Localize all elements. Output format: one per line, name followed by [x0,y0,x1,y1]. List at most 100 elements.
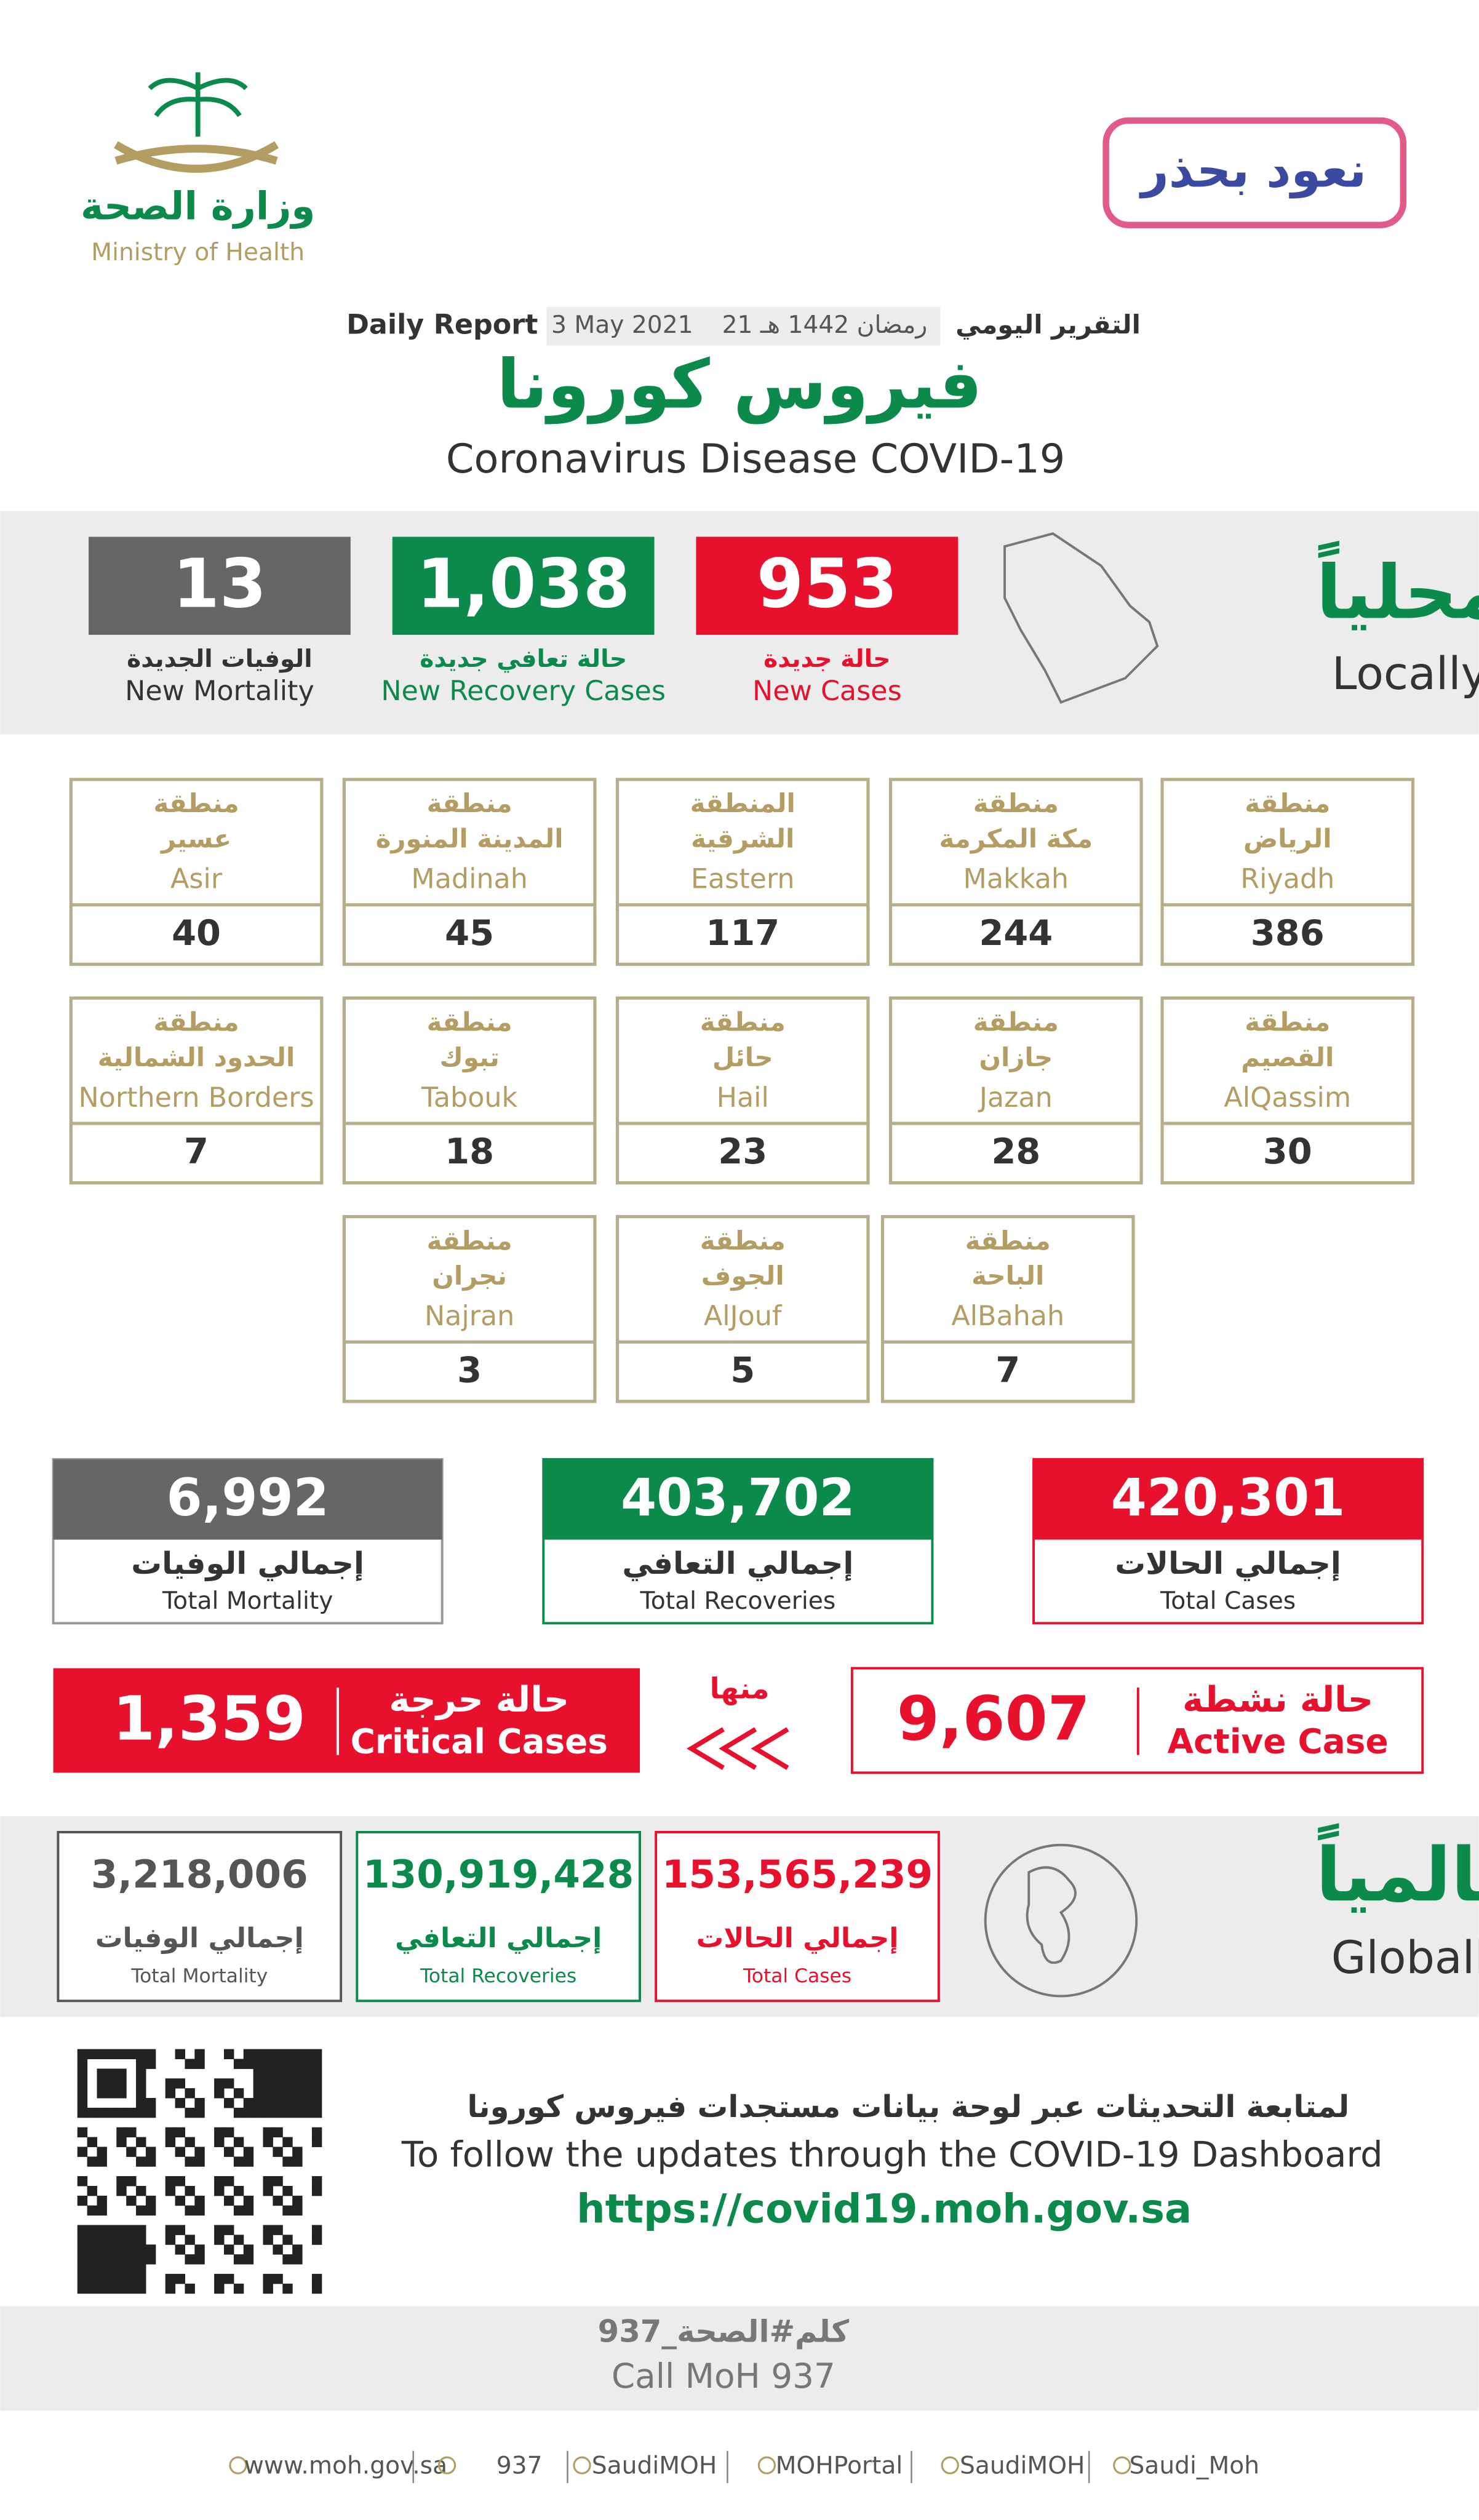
qr-cell [126,2107,137,2118]
qr-cell [223,2098,234,2108]
title-en: Coronavirus Disease COVID-19 [446,436,1065,482]
qr-cell [214,2185,225,2196]
qr-cell [77,2068,88,2079]
qr-cell [136,2185,146,2196]
qr-cell [311,2235,322,2245]
qr-cell [165,2235,176,2245]
qr-cell [311,2185,322,2196]
qr-cell [77,2059,88,2069]
critical-label-en: Critical Cases [351,1721,608,1761]
qr-cell [136,2273,146,2284]
region-box [342,996,597,1185]
footer-icon [573,2456,591,2474]
qr-cell [136,2107,146,2118]
qr-cell [106,2235,117,2245]
qr-cell [263,2107,273,2118]
qr-cell [145,2098,156,2108]
region-name-en: AlQassim [1224,1082,1351,1114]
qr-cell [282,2098,293,2108]
qr-cell [175,2225,185,2235]
global-label-en: Total Recoveries [420,1965,576,1987]
qr-cell [282,2185,293,2196]
global-label-ar: إجمالي الحالات [696,1923,899,1954]
qr-cell [77,2176,88,2187]
qr-cell [175,2244,185,2255]
total-label-ar: إجمالي الوفيات [131,1545,364,1582]
region-value: 5 [730,1349,755,1390]
region-name-en: Eastern [691,864,795,895]
date-box [546,306,941,346]
footer-link: Saudi_Moh [1129,2452,1259,2479]
qr-cell [311,2225,322,2235]
qr-cell [273,2107,283,2118]
region-name-ar: حائل [712,1042,773,1072]
qr-cell [175,2127,185,2138]
qr-cell [282,2068,293,2079]
qr-cell [87,2244,98,2255]
total-label-en: Total Mortality [162,1587,333,1615]
qr-cell [116,2137,127,2147]
region-box [615,1214,870,1403]
qr-cell [311,2127,322,2138]
dashboard-ar: لمتابعة التحديثات عبر لوحة بيانات مستجدا… [467,2089,1349,2125]
qr-cell [97,2283,107,2294]
qr-cell [116,2264,127,2275]
qr-cell [175,2176,185,2187]
footer-link: SaudiMOH [592,2452,717,2479]
qr-cell [282,2107,293,2118]
stat-box [89,536,351,635]
qr-cell [77,2195,88,2206]
qr-cell [136,2283,146,2294]
qr-cell [165,2078,176,2089]
region-value: 3 [457,1349,482,1390]
qr-cell [263,2078,273,2089]
region-prefix: منطقة [427,1226,512,1256]
title-ar: فيروس كورونا [497,345,983,424]
qr-cell [87,2137,98,2147]
qr-cell [136,2235,146,2245]
qr-cell [145,2205,156,2216]
qr-cell [126,2273,137,2284]
qr-cell [233,2283,244,2294]
qr-cell [282,2254,293,2265]
qr-cell [97,2254,107,2265]
qr-cell [126,2176,137,2187]
critical-label-ar: حالة حرجة [389,1679,569,1720]
qr-cell [243,2107,254,2118]
qr-cell [233,2156,244,2167]
qr-cell [311,2137,322,2147]
qr-cell [136,2264,146,2275]
qr-cell [77,2107,88,2118]
qr-cell [136,2098,146,2108]
qr-cell [273,2059,283,2069]
total-value: 403,702 [621,1467,855,1528]
total-label-ar: إجمالي التعافي [622,1545,853,1581]
qr-cell [292,2059,303,2069]
region-box [69,778,324,966]
qr-cell [263,2137,273,2147]
qr-cell [165,2127,176,2138]
qr-cell [214,2088,225,2099]
local-title-ar: محلياً [1316,540,1479,636]
qr-cell [185,2185,195,2196]
qr-cell [263,2088,273,2099]
qr-cell [116,2273,127,2284]
qr-cell [97,2049,107,2060]
qr-cell [185,2254,195,2265]
qr-cell [311,2107,322,2118]
qr-cell [214,2078,225,2089]
region-value: 23 [718,1131,767,1172]
region-name-ar: نجران [432,1261,507,1291]
qr-cell [223,2244,234,2255]
qr-cell [126,2147,137,2157]
qr-cell [194,2147,205,2157]
qr-cell [311,2273,322,2284]
qr-cell [116,2107,127,2118]
region-box [342,1214,597,1403]
region-prefix: منطقة [700,1226,786,1256]
stat-value: 1,038 [417,544,630,623]
region-name-en: AlJouf [704,1301,783,1332]
qr-cell [126,2127,137,2138]
dashboard-url: https://covid19.moh.gov.sa [576,2186,1192,2233]
